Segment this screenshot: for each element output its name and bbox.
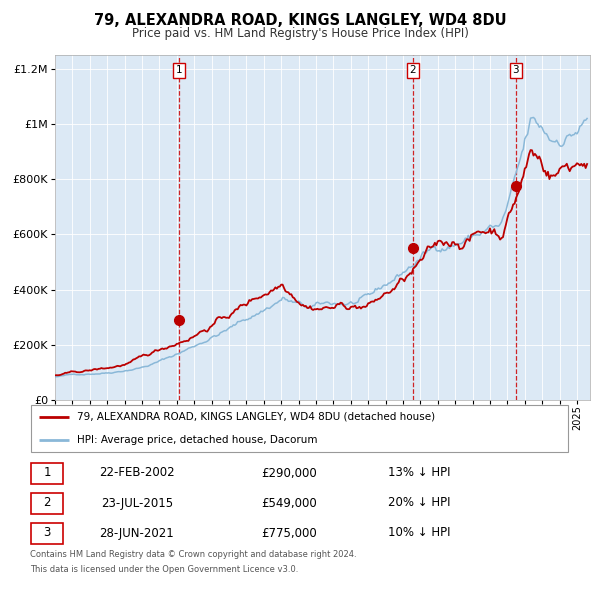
Text: 13% ↓ HPI: 13% ↓ HPI [388, 467, 451, 480]
Text: 23-JUL-2015: 23-JUL-2015 [101, 497, 173, 510]
Text: 2: 2 [43, 497, 51, 510]
Text: £549,000: £549,000 [261, 497, 317, 510]
Text: 79, ALEXANDRA ROAD, KINGS LANGLEY, WD4 8DU (detached house): 79, ALEXANDRA ROAD, KINGS LANGLEY, WD4 8… [77, 412, 435, 422]
Text: 28-JUN-2021: 28-JUN-2021 [100, 526, 174, 539]
FancyBboxPatch shape [31, 405, 568, 453]
Text: 22-FEB-2002: 22-FEB-2002 [99, 467, 175, 480]
Text: £775,000: £775,000 [261, 526, 317, 539]
Text: 3: 3 [512, 65, 519, 75]
FancyBboxPatch shape [31, 463, 64, 483]
Text: 3: 3 [43, 526, 51, 539]
Text: HPI: Average price, detached house, Dacorum: HPI: Average price, detached house, Daco… [77, 435, 317, 445]
Text: 10% ↓ HPI: 10% ↓ HPI [388, 526, 451, 539]
Text: 2: 2 [409, 65, 416, 75]
FancyBboxPatch shape [31, 523, 64, 543]
Text: Contains HM Land Registry data © Crown copyright and database right 2024.: Contains HM Land Registry data © Crown c… [30, 550, 356, 559]
FancyBboxPatch shape [31, 493, 64, 513]
Text: £290,000: £290,000 [261, 467, 317, 480]
Text: 1: 1 [176, 65, 182, 75]
Text: This data is licensed under the Open Government Licence v3.0.: This data is licensed under the Open Gov… [30, 565, 298, 574]
Text: 20% ↓ HPI: 20% ↓ HPI [388, 497, 451, 510]
Text: 1: 1 [43, 467, 51, 480]
Text: Price paid vs. HM Land Registry's House Price Index (HPI): Price paid vs. HM Land Registry's House … [131, 27, 469, 40]
Text: 79, ALEXANDRA ROAD, KINGS LANGLEY, WD4 8DU: 79, ALEXANDRA ROAD, KINGS LANGLEY, WD4 8… [94, 13, 506, 28]
